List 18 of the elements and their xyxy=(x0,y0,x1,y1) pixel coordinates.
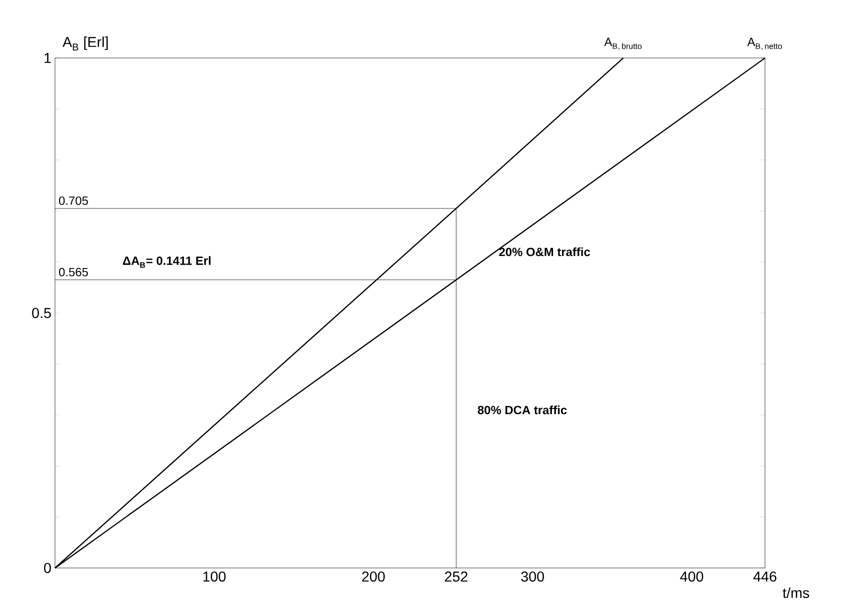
y-tick-label: 1 xyxy=(44,53,51,63)
x-tick-label: 400 xyxy=(680,572,704,582)
annotation: ΔA$_{B}$= 0.1411 Erl xyxy=(122,256,211,268)
y-axis-title: A$_{B}$ [Erl] xyxy=(62,36,108,50)
x-axis-title: t/ms xyxy=(782,588,810,598)
x-tick-label: 252 xyxy=(444,572,468,582)
x-tick-label: 446 xyxy=(753,572,776,582)
x-tick-label: 100 xyxy=(203,572,226,582)
data-label: 0.705 xyxy=(58,196,88,205)
y-tick-label: 0 xyxy=(44,562,51,574)
data-label: 0.565 xyxy=(58,268,88,276)
series-label: $A_{B,\,\mathrm{netto}}$ xyxy=(747,38,782,50)
annotation: 80% DCA traffic xyxy=(478,406,567,414)
x-tick-label: 300 xyxy=(521,572,544,582)
series-label: $A_{B,\,\mathrm{brutto}}$ xyxy=(604,38,642,50)
annotation: 20% O&M traffic xyxy=(499,247,590,256)
x-tick-label: 200 xyxy=(362,572,385,582)
y-tick-label: 0.5 xyxy=(32,308,51,318)
